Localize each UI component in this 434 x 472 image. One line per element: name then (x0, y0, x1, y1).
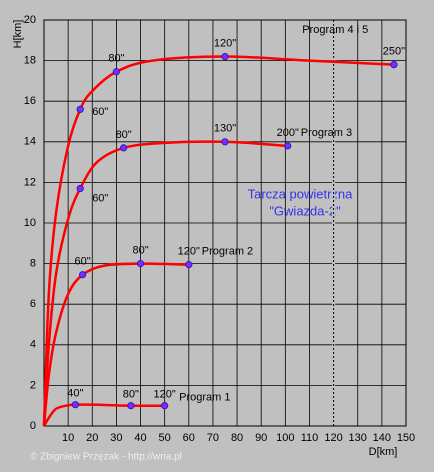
x-tick-label: 130 (349, 432, 367, 444)
copyright: © Zbigniew Przęzak - http://wria.pl (30, 452, 182, 463)
marker-label: 120" (214, 37, 236, 49)
marker-label: 80" (116, 129, 132, 141)
line (42, 55, 394, 427)
y-tick-label: 6 (30, 298, 36, 310)
y-tick-label: 8 (30, 258, 36, 270)
line (42, 403, 165, 427)
marker-label: 130" (214, 123, 236, 135)
marker (79, 271, 87, 279)
marker (76, 105, 84, 113)
marker (71, 401, 79, 409)
x-tick-label: 30 (110, 432, 122, 444)
x-tick-label: 70 (207, 432, 219, 444)
x-axis-label: D[km] (369, 446, 398, 458)
marker (284, 142, 292, 150)
marker (390, 61, 398, 69)
x-tick-label: 140 (373, 432, 391, 444)
vline-gap (332, 21, 336, 425)
y-axis-label: H[km] (12, 20, 24, 49)
x-tick-label: 60 (183, 432, 195, 444)
annotation: Tarcza powietrzna (248, 186, 354, 201)
y-tick-label: 10 (24, 217, 36, 229)
marker-label: 80" (132, 245, 148, 257)
marker-label: 60" (92, 106, 108, 118)
marker (185, 261, 193, 269)
y-tick-label: 18 (24, 55, 36, 67)
x-tick-label: 20 (86, 432, 98, 444)
marker-label: 120" (178, 246, 200, 258)
y-tick-label: 4 (30, 339, 36, 351)
x-tick-label: 10 (62, 432, 74, 444)
x-tick-label: 150 (397, 432, 415, 444)
marker-label: 60" (92, 192, 108, 204)
y-tick-label: 20 (24, 14, 36, 26)
marker (221, 138, 229, 146)
marker-label: 200" (277, 127, 299, 139)
marker (221, 52, 229, 61)
series-name: Program 1 (179, 391, 230, 403)
x-tick-label: 100 (276, 432, 294, 444)
x-tick-label: 120 (324, 432, 342, 444)
marker-label: 120" (154, 389, 176, 401)
series-name: Program 4 i 5 (302, 24, 368, 36)
marker-label: 80" (108, 53, 124, 65)
x-tick-label: 90 (255, 432, 267, 444)
y-tick-label: 0 (30, 420, 36, 432)
marker-label: 250" (383, 46, 405, 58)
y-tick-label: 12 (24, 176, 36, 188)
marker (76, 184, 84, 193)
y-tick-label: 16 (24, 95, 36, 107)
series-name: Program 3 (301, 127, 352, 139)
line (42, 140, 288, 427)
y-tick-label: 2 (30, 379, 36, 391)
marker (120, 144, 128, 152)
y-tick-label: 14 (24, 136, 36, 148)
marker-label: 40" (67, 388, 83, 400)
marker (112, 68, 121, 76)
annotation: "Gwiazda-2" (269, 203, 341, 218)
x-tick-label: 110 (301, 432, 319, 444)
x-tick-label: 40 (134, 432, 146, 444)
marker-label: 60" (75, 256, 91, 268)
marker (161, 402, 169, 410)
marker-label: 80" (123, 389, 139, 401)
marker (127, 402, 135, 410)
x-tick-label: 80 (231, 432, 243, 444)
x-tick-label: 50 (159, 432, 171, 444)
series-name: Program 2 (202, 246, 253, 258)
marker (136, 259, 145, 268)
